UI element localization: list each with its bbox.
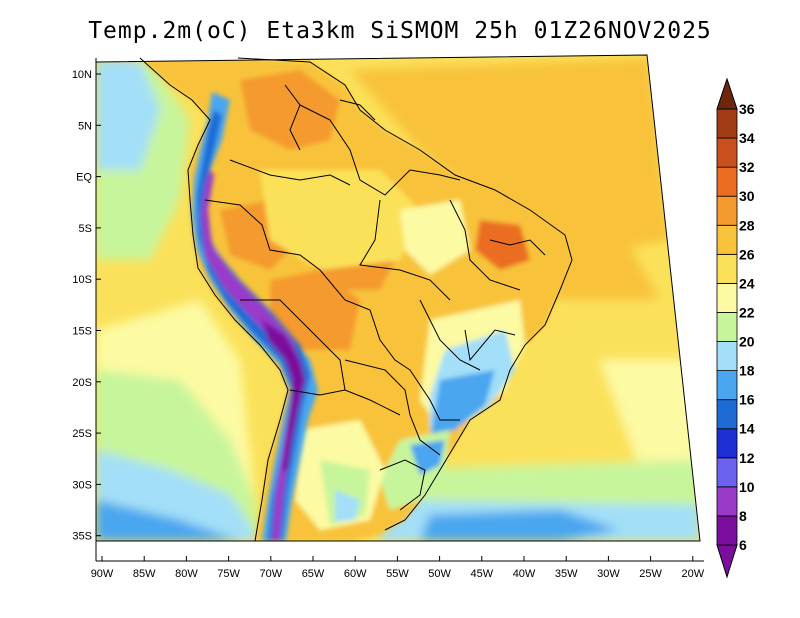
country-borders (139, 57, 573, 542)
atlantic-coldest (420, 510, 620, 541)
brazil-state-line-6 (464, 329, 516, 362)
lat-tick-label: EQ (76, 172, 92, 184)
brazil-north-border (299, 104, 461, 196)
colorbar-label: 20 (739, 334, 755, 350)
southeast-cold (430, 370, 495, 440)
colorbar-label: 6 (739, 537, 747, 553)
colorbar-bin (716, 253, 738, 284)
brazil-state-line-2 (449, 199, 521, 291)
amazon-mild-east (400, 200, 470, 275)
lon-tick-label: 35W (555, 568, 578, 580)
atlantic-equatorial (350, 58, 670, 260)
colorbar-bin (716, 486, 738, 517)
colorbar-bin (716, 282, 738, 313)
lat-tick-label: 30S (72, 479, 92, 491)
colorbar-label: 24 (739, 275, 755, 291)
brazil-state-line-3 (419, 299, 481, 371)
temperature-field (96, 55, 700, 541)
lon-tick-label: 45W (470, 568, 493, 580)
lat-tick-label: 20S (72, 377, 92, 389)
colorbar: 6 8 10 12 14 16 18 20 22 24 26 28 30 32 34 36 (716, 77, 755, 579)
colorbar-bin (716, 399, 738, 430)
lon-tick-label: 80W (175, 568, 198, 580)
colorbar-bin (716, 224, 738, 255)
colorbar-label: 16 (739, 392, 755, 408)
lon-tick-label: 50W (428, 568, 451, 580)
amazon-mild (260, 170, 420, 270)
pampas-cold (335, 490, 360, 522)
argentina-north-border (289, 389, 401, 416)
colorbar-bin (716, 312, 738, 342)
colorbar-bin (716, 137, 738, 168)
paraguay-border (344, 359, 441, 456)
colorbar-label: 30 (739, 188, 755, 204)
lon-tick-label: 60W (344, 568, 367, 580)
colorbar-bin (716, 108, 738, 139)
longitude-axis: 90W 85W 80W 75W 70W 65W 60W 55W 50W 45W 40W 35W 30W 2… (91, 556, 705, 580)
pacific-coastline (139, 57, 289, 542)
lat-tick-label: 10N (72, 69, 92, 81)
atlantic-south-east (600, 360, 700, 480)
lon-tick-label: 70W (259, 568, 282, 580)
hot-patch-northeast (475, 220, 530, 270)
colorbar-label: 8 (739, 508, 747, 524)
lon-tick-label: 20W (681, 568, 704, 580)
chile-bolivia-border (240, 299, 346, 391)
uruguay-border (379, 459, 426, 511)
brazil-state-line-5 (489, 239, 546, 256)
colorbar-bin (716, 515, 738, 546)
atlantic-coastline (237, 57, 573, 531)
lon-tick-label: 40W (513, 568, 536, 580)
colorbar-label: 32 (739, 159, 755, 175)
lat-tick-label: 10S (72, 274, 92, 286)
brazil-state-line-1 (359, 199, 451, 301)
colorbar-label: 28 (739, 217, 755, 233)
lon-tick-label: 30W (597, 568, 620, 580)
colorbar-bin (716, 341, 738, 371)
south-brazil-cold (410, 440, 445, 475)
andes-cold-band (197, 110, 310, 541)
lat-tick-label: 5S (79, 223, 92, 235)
lon-tick-label: 90W (91, 568, 114, 580)
brazil-state-line-4 (409, 369, 460, 421)
colorbar-label: 34 (739, 130, 755, 146)
lat-tick-label: 15S (72, 326, 92, 338)
colorbar-under-triangle (716, 544, 738, 579)
guyana-border (339, 99, 376, 121)
colorbar-label: 18 (739, 363, 755, 379)
map-title: Temp.2m(oC) Eta3km SiSMOM 25h 01Z26NOV20… (88, 18, 712, 44)
latitude-axis: 10N 5N EQ 5S 10S 15S 20S 25S 30S 35S (72, 69, 101, 543)
pacific-far-south (96, 500, 240, 541)
colorbar-label: 26 (739, 246, 755, 262)
andes-coldest-band (262, 320, 305, 470)
lon-tick-label: 85W (133, 568, 156, 580)
colorbar-label: 36 (739, 101, 755, 117)
bolivia-border (319, 269, 411, 371)
colorbar-bin (716, 166, 738, 197)
pacific-cool-core (96, 60, 160, 170)
venezuela-border (284, 84, 301, 151)
colorbar-over-triangle (716, 77, 738, 110)
lon-tick-label: 55W (386, 568, 409, 580)
lon-tick-label: 65W (302, 568, 325, 580)
colorbar-bin (716, 428, 738, 459)
lat-tick-label: 5N (78, 120, 92, 132)
lon-tick-label: 75W (217, 568, 240, 580)
colorbar-label: 12 (739, 450, 755, 466)
colorbar-bin (716, 370, 738, 401)
lon-tick-label: 25W (639, 568, 662, 580)
peru-border (204, 199, 321, 271)
colombia-border (229, 159, 351, 186)
colorbar-label: 22 (739, 304, 755, 320)
hot-patch-north (240, 70, 340, 150)
colorbar-label: 14 (739, 421, 755, 437)
colorbar-bin (716, 195, 738, 226)
lat-tick-label: 35S (72, 531, 92, 543)
colorbar-bin (716, 457, 738, 488)
colorbar-label: 10 (739, 479, 755, 495)
lat-tick-label: 25S (72, 428, 92, 440)
